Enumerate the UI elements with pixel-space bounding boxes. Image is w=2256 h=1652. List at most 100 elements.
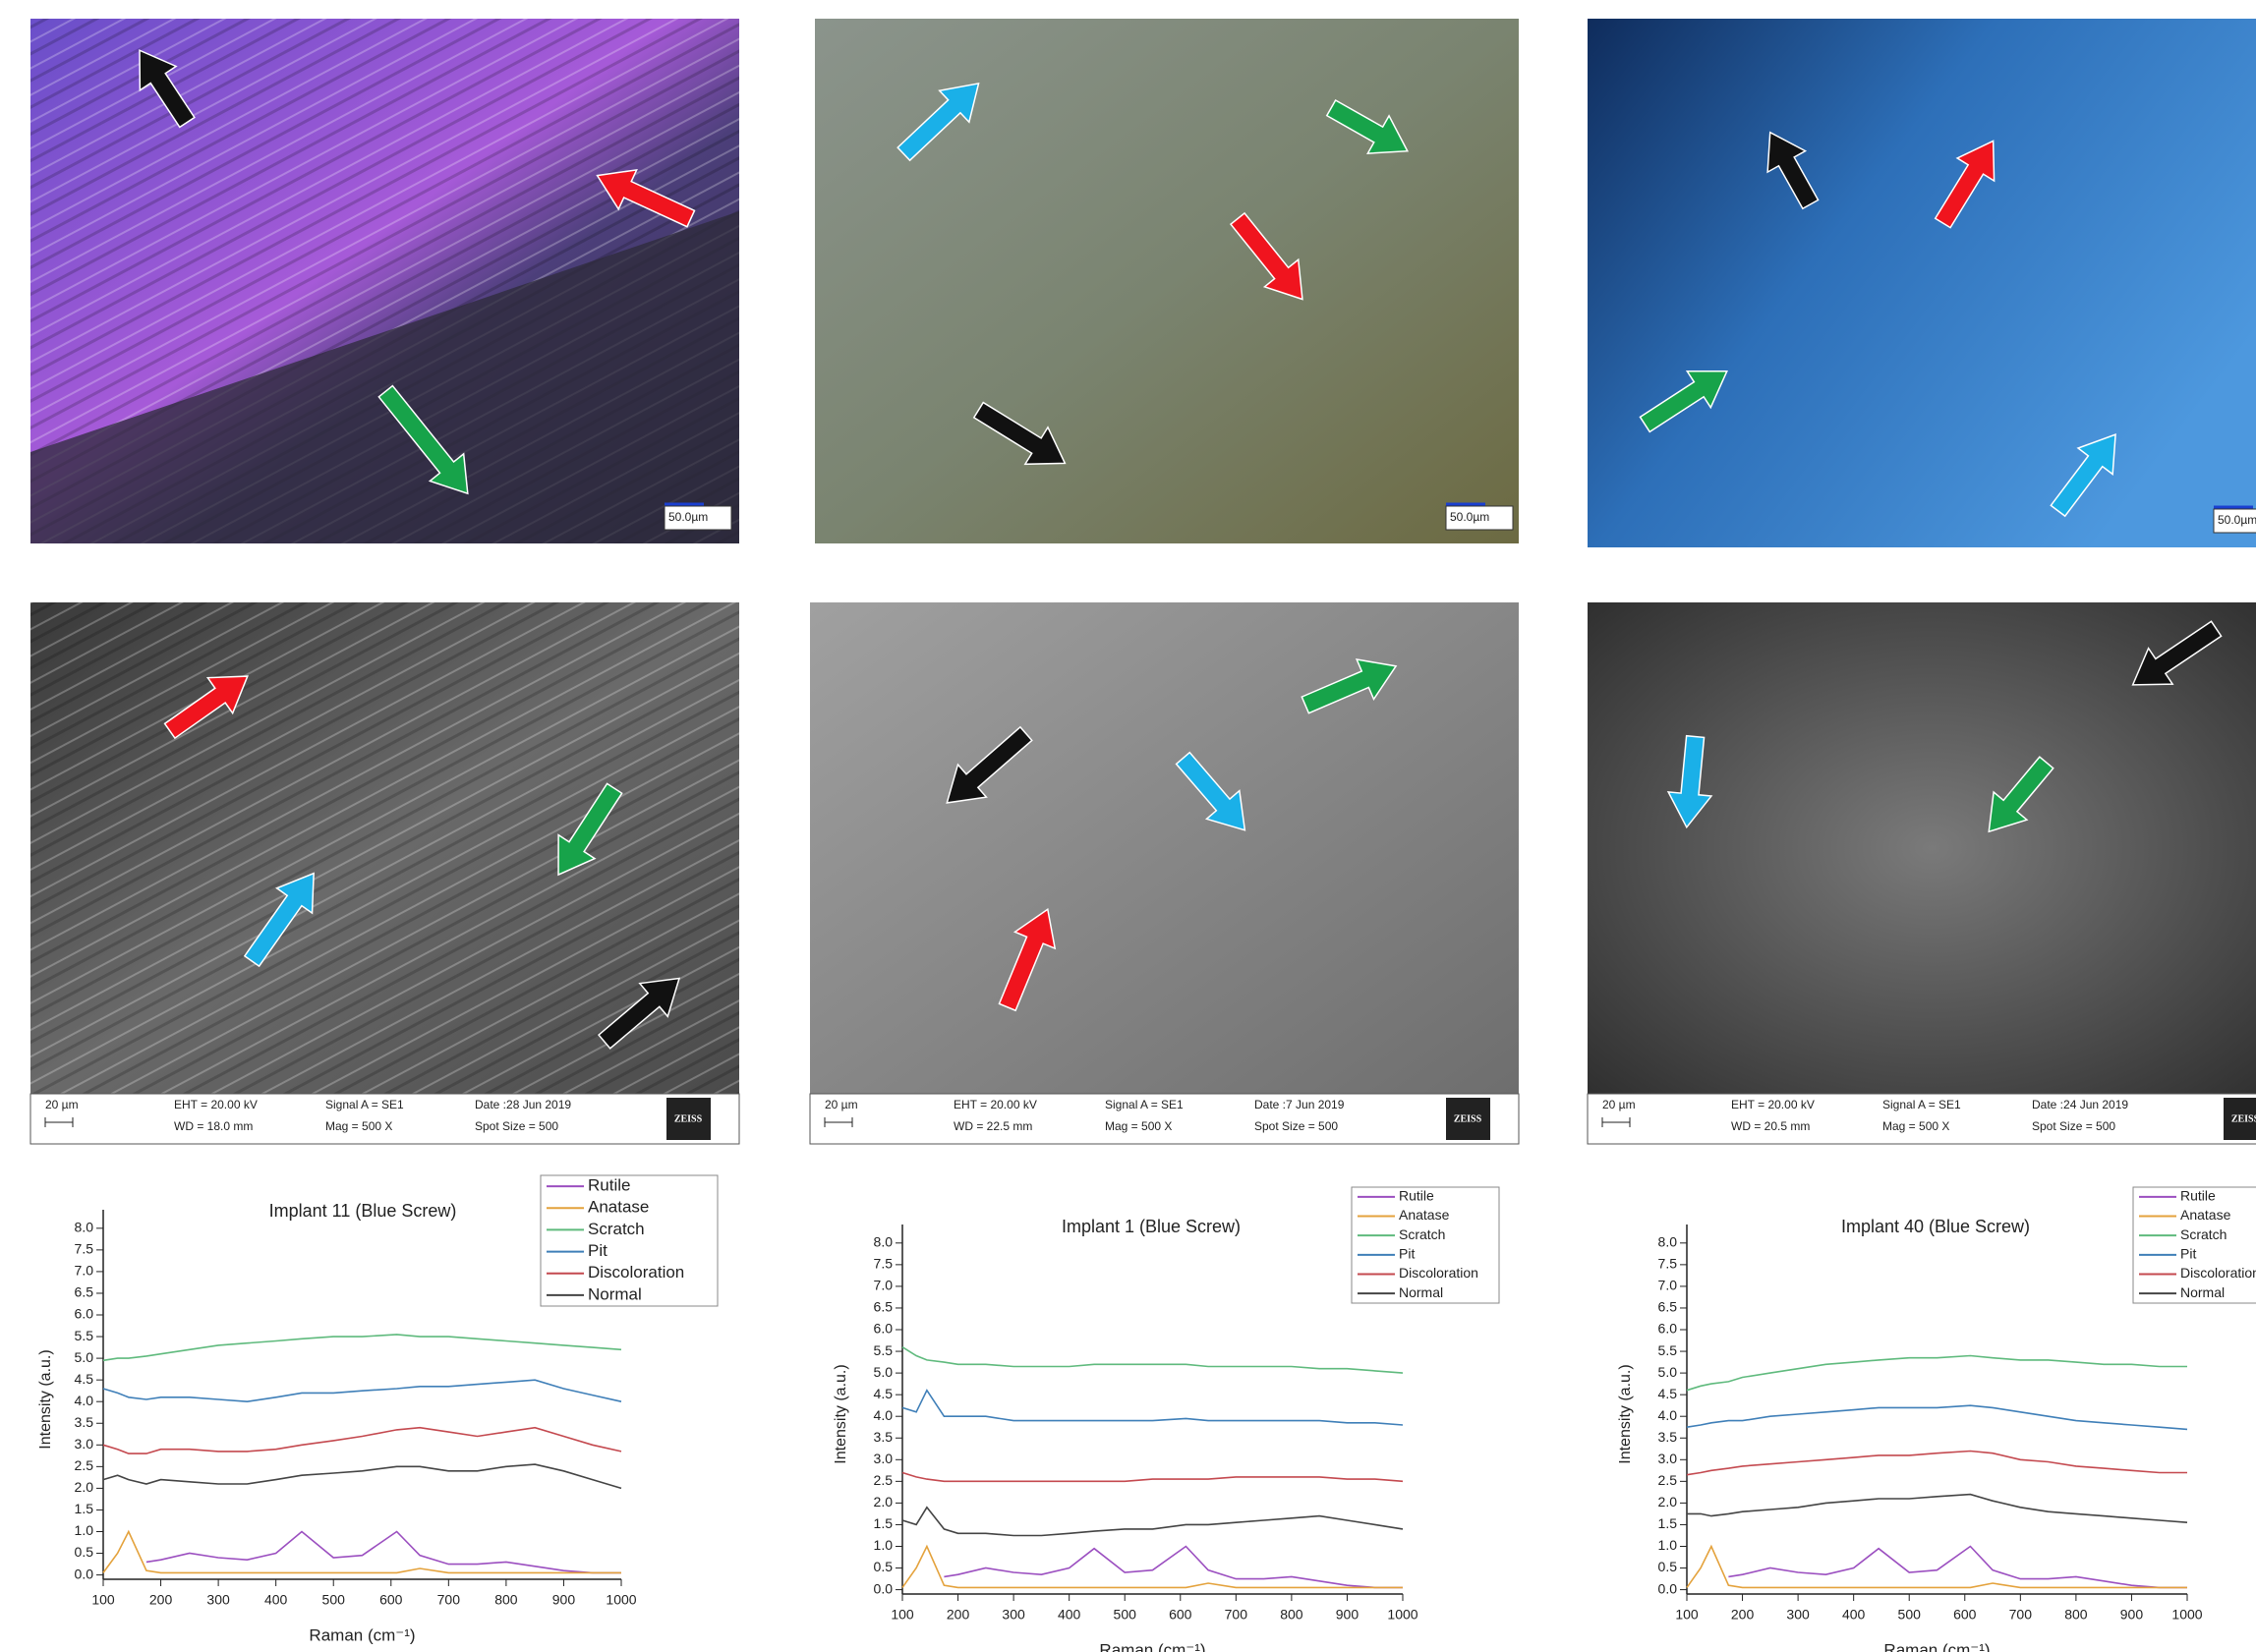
legend-label: Discoloration xyxy=(1399,1265,1478,1281)
series-line xyxy=(103,1335,621,1360)
scale-label: 20 µm xyxy=(825,1098,858,1111)
series-line xyxy=(902,1347,1403,1373)
legend-label: Rutile xyxy=(1399,1188,1434,1204)
x-tick-label: 500 xyxy=(1114,1607,1137,1623)
series-line xyxy=(1687,1452,2187,1475)
x-tick-label: 400 xyxy=(264,1592,288,1608)
y-tick-label: 7.0 xyxy=(1658,1278,1678,1293)
logo: ZEISS xyxy=(2231,1113,2256,1124)
x-tick-label: 600 xyxy=(1953,1607,1977,1623)
x-tick-label: 400 xyxy=(1842,1607,1866,1623)
sem-info: EHT = 20.00 kV xyxy=(174,1098,258,1111)
optical-image xyxy=(1588,19,2256,547)
sem-info: Spot Size = 500 xyxy=(2032,1119,2115,1133)
y-tick-label: 6.5 xyxy=(1658,1299,1678,1315)
legend-label: Anatase xyxy=(1399,1207,1450,1223)
x-tick-label: 600 xyxy=(379,1592,403,1608)
y-tick-label: 3.0 xyxy=(75,1436,94,1452)
scale-label: 50.0µm xyxy=(668,510,708,524)
sem-info: EHT = 20.00 kV xyxy=(1731,1098,1815,1111)
y-tick-label: 0.0 xyxy=(874,1580,894,1596)
x-tick-label: 200 xyxy=(1731,1607,1755,1623)
legend-label: Discoloration xyxy=(588,1263,684,1282)
series-line xyxy=(103,1532,621,1573)
y-tick-label: 0.5 xyxy=(75,1544,94,1560)
y-tick-label: 7.5 xyxy=(75,1241,94,1257)
y-tick-label: 0.5 xyxy=(1658,1559,1678,1574)
logo: ZEISS xyxy=(674,1113,703,1124)
sem-info: Date :7 Jun 2019 xyxy=(1254,1098,1345,1111)
chart-title: Implant 11 (Blue Screw) xyxy=(269,1201,457,1221)
sem-images xyxy=(30,602,2256,1094)
y-tick-label: 5.0 xyxy=(75,1349,94,1365)
x-tick-label: 500 xyxy=(322,1592,346,1608)
legend-label: Scratch xyxy=(588,1220,645,1238)
x-tick-label: 700 xyxy=(437,1592,461,1608)
sem-info: Date :28 Jun 2019 xyxy=(475,1098,571,1111)
x-axis-label: Raman (cm⁻¹) xyxy=(1883,1640,1990,1652)
y-axis-label: Intensity (a.u.) xyxy=(833,1364,849,1463)
y-tick-label: 2.0 xyxy=(75,1479,94,1495)
figure: 50.0µm 20 µm EHT = 20.00 kV WD = 18.0 mm Sig… xyxy=(0,0,2256,1652)
series-line xyxy=(902,1391,1403,1425)
x-tick-label: 300 xyxy=(1786,1607,1810,1623)
x-tick-label: 100 xyxy=(891,1607,914,1623)
sem-image xyxy=(810,602,1519,1094)
legend-label: Rutile xyxy=(2180,1188,2216,1204)
series-line xyxy=(103,1464,621,1488)
legend-label: Pit xyxy=(2180,1246,2196,1262)
y-tick-label: 3.5 xyxy=(874,1429,894,1445)
y-tick-label: 7.5 xyxy=(874,1256,894,1272)
legend-label: Pit xyxy=(1399,1246,1415,1262)
chart-title: Implant 40 (Blue Screw) xyxy=(1841,1217,2030,1236)
y-tick-label: 4.0 xyxy=(75,1393,94,1408)
y-tick-label: 4.5 xyxy=(1658,1386,1678,1401)
optical-images xyxy=(30,19,2256,547)
y-tick-label: 3.0 xyxy=(874,1451,894,1466)
x-tick-label: 200 xyxy=(149,1592,173,1608)
legend-label: Discoloration xyxy=(2180,1265,2256,1281)
sem-info: Mag = 500 X xyxy=(325,1119,392,1133)
y-tick-label: 6.0 xyxy=(75,1306,94,1322)
x-tick-label: 900 xyxy=(2120,1607,2144,1623)
x-tick-label: 100 xyxy=(1675,1607,1699,1623)
y-tick-label: 8.0 xyxy=(1658,1234,1678,1250)
y-tick-label: 3.5 xyxy=(1658,1429,1678,1445)
x-tick-label: 800 xyxy=(2064,1607,2088,1623)
y-tick-label: 2.5 xyxy=(75,1457,94,1473)
legend-label: Normal xyxy=(1399,1284,1443,1300)
sem-info: WD = 18.0 mm xyxy=(174,1119,253,1133)
y-axis-label: Intensity (a.u.) xyxy=(1617,1364,1634,1463)
logo: ZEISS xyxy=(1454,1113,1482,1124)
y-tick-label: 5.5 xyxy=(874,1342,894,1358)
sem-info: WD = 22.5 mm xyxy=(954,1119,1032,1133)
y-tick-label: 5.5 xyxy=(1658,1342,1678,1358)
series-line xyxy=(1687,1405,2187,1429)
y-tick-label: 0.0 xyxy=(75,1566,94,1581)
y-tick-label: 5.0 xyxy=(1658,1364,1678,1380)
y-tick-label: 6.0 xyxy=(874,1321,894,1337)
x-tick-label: 700 xyxy=(1225,1607,1248,1623)
y-tick-label: 4.0 xyxy=(1658,1407,1678,1423)
series-line xyxy=(1687,1547,2187,1588)
x-tick-label: 800 xyxy=(494,1592,518,1608)
legend-label: Normal xyxy=(2180,1284,2225,1300)
x-tick-label: 600 xyxy=(1169,1607,1192,1623)
y-tick-label: 6.5 xyxy=(75,1284,94,1300)
x-tick-label: 800 xyxy=(1280,1607,1303,1623)
y-tick-label: 3.5 xyxy=(75,1414,94,1430)
y-tick-label: 1.0 xyxy=(75,1522,94,1538)
y-tick-label: 8.0 xyxy=(874,1234,894,1250)
y-axis-label: Intensity (a.u.) xyxy=(37,1349,54,1449)
sem-info: Spot Size = 500 xyxy=(475,1119,558,1133)
y-tick-label: 7.0 xyxy=(75,1263,94,1279)
x-tick-label: 700 xyxy=(2009,1607,2033,1623)
y-tick-label: 1.0 xyxy=(1658,1537,1678,1553)
scale-label: 50.0µm xyxy=(1450,510,1489,524)
y-tick-label: 2.0 xyxy=(1658,1494,1678,1510)
x-tick-label: 900 xyxy=(552,1592,576,1608)
y-tick-label: 7.5 xyxy=(1658,1256,1678,1272)
series-line xyxy=(1728,1547,2187,1588)
legend-label: Scratch xyxy=(2180,1226,2227,1242)
sem-info: Signal A = SE1 xyxy=(325,1098,404,1111)
